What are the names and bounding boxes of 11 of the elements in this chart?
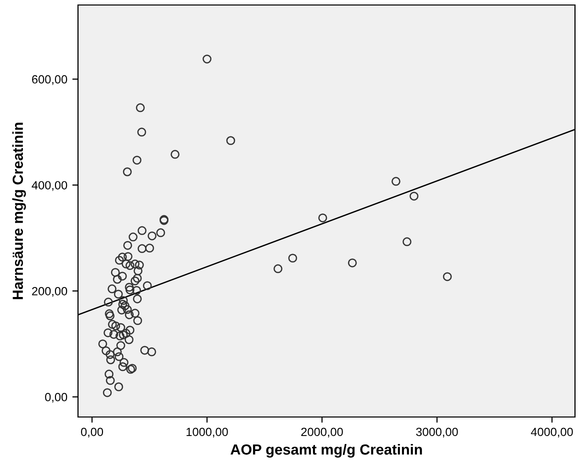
x-axis-title: AOP gesamt mg/g Creatinin [230,444,422,458]
x-tick-label: 0,00 [81,428,104,438]
x-tick-label: 2000,00 [301,428,343,438]
x-tick-label: 3000,00 [416,428,458,438]
x-tick-label: 4000,00 [530,428,573,438]
y-axis-title: Harnsäure mg/g Creatinin [12,122,26,300]
y-tick-label: 0,00 [45,392,68,403]
y-tick-label: 600,00 [32,75,68,85]
y-tick-label: 400,00 [32,181,68,191]
y-tick-label: 200,00 [32,287,68,297]
x-tick-label: 1000,00 [186,428,228,438]
